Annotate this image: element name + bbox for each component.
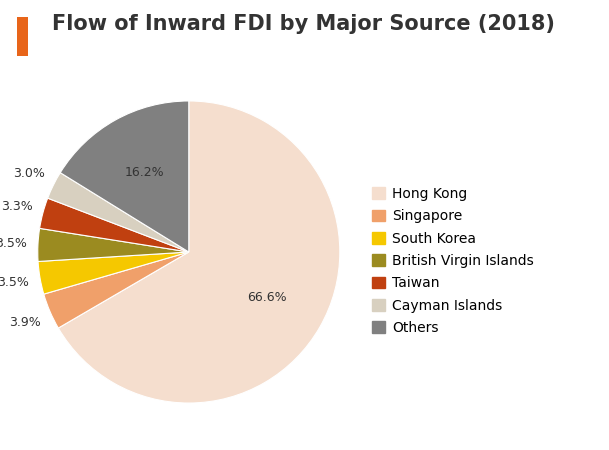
Wedge shape <box>40 198 189 252</box>
Wedge shape <box>44 252 189 328</box>
Wedge shape <box>58 101 340 403</box>
Text: 3.9%: 3.9% <box>9 316 41 329</box>
Text: Flow of Inward FDI by Major Source (2018): Flow of Inward FDI by Major Source (2018… <box>52 14 555 33</box>
Text: 66.6%: 66.6% <box>247 291 287 304</box>
Wedge shape <box>48 173 189 252</box>
Wedge shape <box>60 101 189 252</box>
Text: 3.5%: 3.5% <box>0 276 29 289</box>
Wedge shape <box>38 252 189 294</box>
Legend: Hong Kong, Singapore, South Korea, British Virgin Islands, Taiwan, Cayman Island: Hong Kong, Singapore, South Korea, Briti… <box>372 187 533 335</box>
Wedge shape <box>38 228 189 261</box>
Text: 3.5%: 3.5% <box>0 237 27 250</box>
Text: 16.2%: 16.2% <box>125 166 164 180</box>
Text: 3.3%: 3.3% <box>1 199 32 212</box>
Text: 3.0%: 3.0% <box>13 166 45 180</box>
